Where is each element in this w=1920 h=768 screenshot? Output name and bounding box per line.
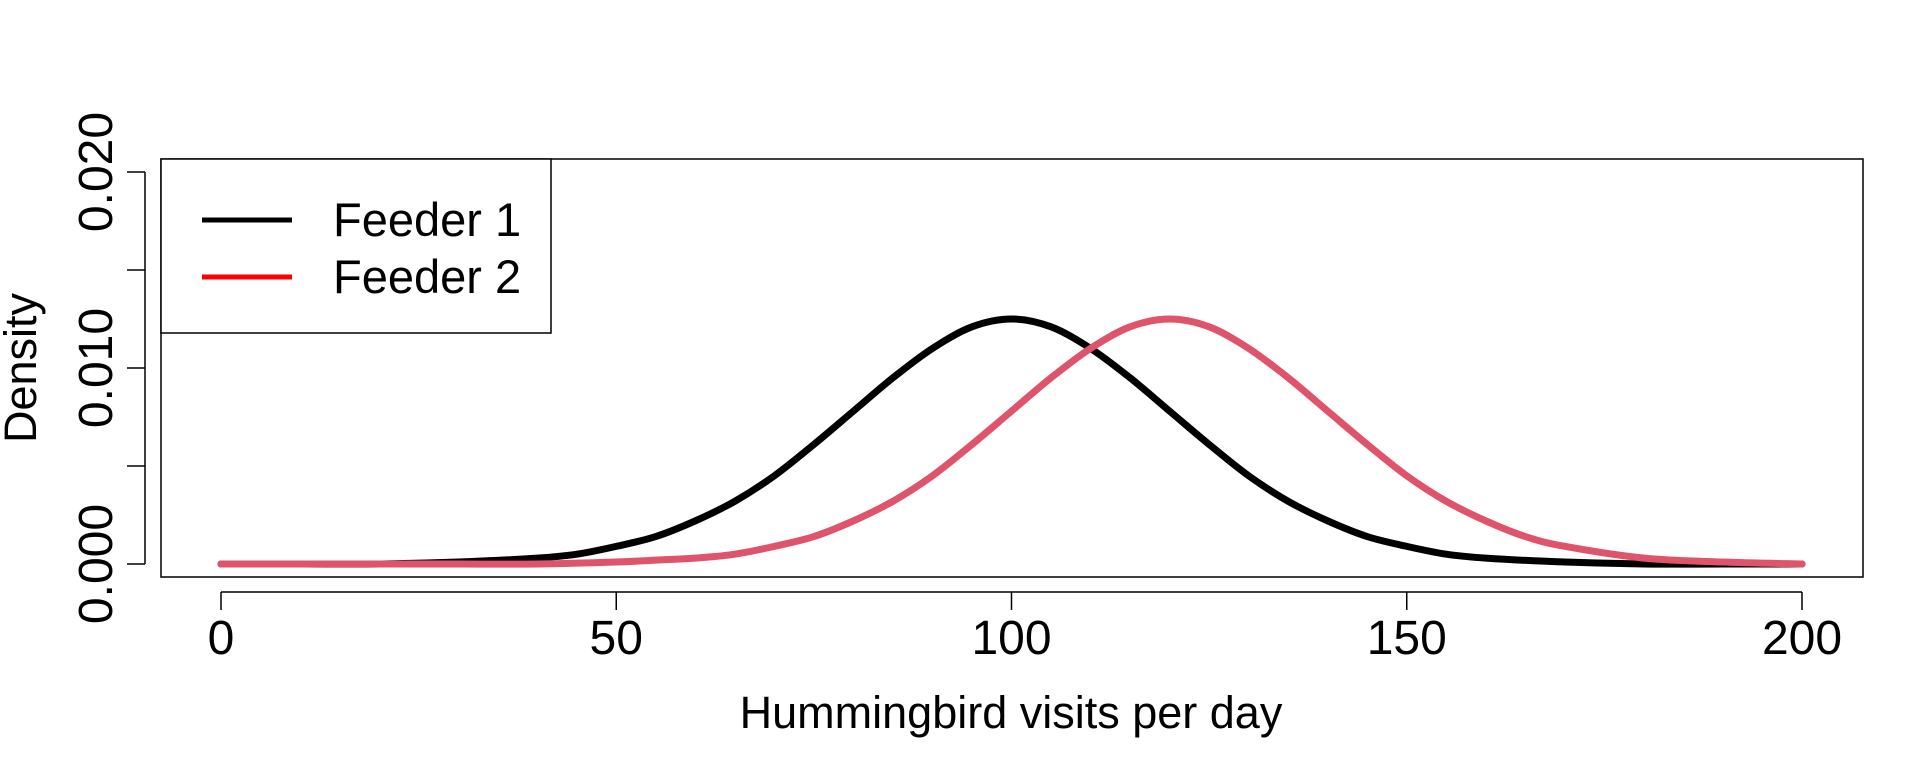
x-tick-label: 0	[208, 612, 235, 665]
x-tick-label: 100	[971, 612, 1051, 665]
x-axis: 0 50 100 150 200	[208, 591, 1842, 665]
x-axis-title: Hummingbird visits per day	[740, 687, 1283, 738]
legend-label-feeder-1: Feeder 1	[333, 193, 521, 246]
y-axis-title: Density	[0, 292, 46, 443]
series-line-feeder-1	[217, 315, 1806, 568]
x-tick-label: 200	[1762, 612, 1842, 665]
y-tick-label: 0.020	[70, 112, 123, 232]
legend-box	[160, 158, 552, 334]
series-layer	[217, 315, 1806, 568]
series-line-feeder-2	[217, 315, 1806, 568]
y-tick-label: 0.000	[70, 504, 123, 624]
legend-label-feeder-2: Feeder 2	[333, 250, 521, 303]
plot-frame	[160, 158, 1864, 578]
x-tick-label: 150	[1367, 612, 1447, 665]
y-tick-label: 0.010	[70, 308, 123, 428]
y-axis: 0.000 0.010 0.020	[70, 112, 146, 624]
x-tick-label: 50	[590, 612, 643, 665]
legend: Feeder 1 Feeder 2	[160, 158, 552, 334]
